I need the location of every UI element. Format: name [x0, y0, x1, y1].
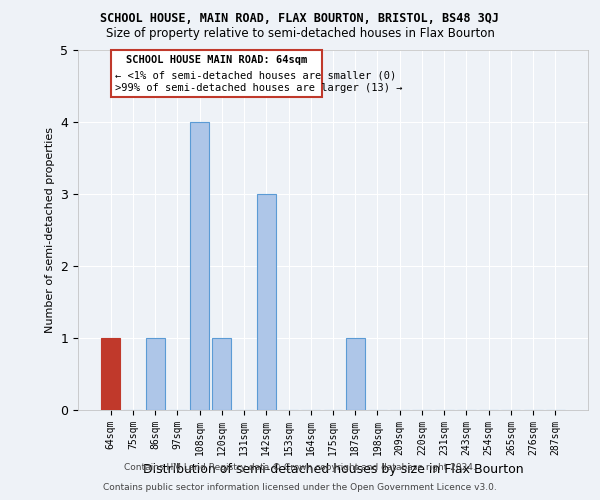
Bar: [257, 194, 276, 410]
Text: ← <1% of semi-detached houses are smaller (0): ← <1% of semi-detached houses are smalle…: [115, 70, 397, 80]
Bar: [346, 338, 365, 410]
X-axis label: Distribution of semi-detached houses by size in Flax Bourton: Distribution of semi-detached houses by …: [143, 464, 523, 476]
Text: >99% of semi-detached houses are larger (13) →: >99% of semi-detached houses are larger …: [115, 83, 403, 93]
Bar: [146, 338, 164, 410]
Y-axis label: Number of semi-detached properties: Number of semi-detached properties: [45, 127, 55, 333]
Bar: [212, 338, 231, 410]
Text: Contains HM Land Registry data © Crown copyright and database right 2024.: Contains HM Land Registry data © Crown c…: [124, 464, 476, 472]
Text: SCHOOL HOUSE MAIN ROAD: 64sqm: SCHOOL HOUSE MAIN ROAD: 64sqm: [125, 55, 307, 65]
Bar: [190, 122, 209, 410]
Text: Contains public sector information licensed under the Open Government Licence v3: Contains public sector information licen…: [103, 484, 497, 492]
Text: Size of property relative to semi-detached houses in Flax Bourton: Size of property relative to semi-detach…: [106, 28, 494, 40]
Bar: [101, 338, 120, 410]
Text: SCHOOL HOUSE, MAIN ROAD, FLAX BOURTON, BRISTOL, BS48 3QJ: SCHOOL HOUSE, MAIN ROAD, FLAX BOURTON, B…: [101, 12, 499, 26]
Bar: [110, 50, 322, 97]
